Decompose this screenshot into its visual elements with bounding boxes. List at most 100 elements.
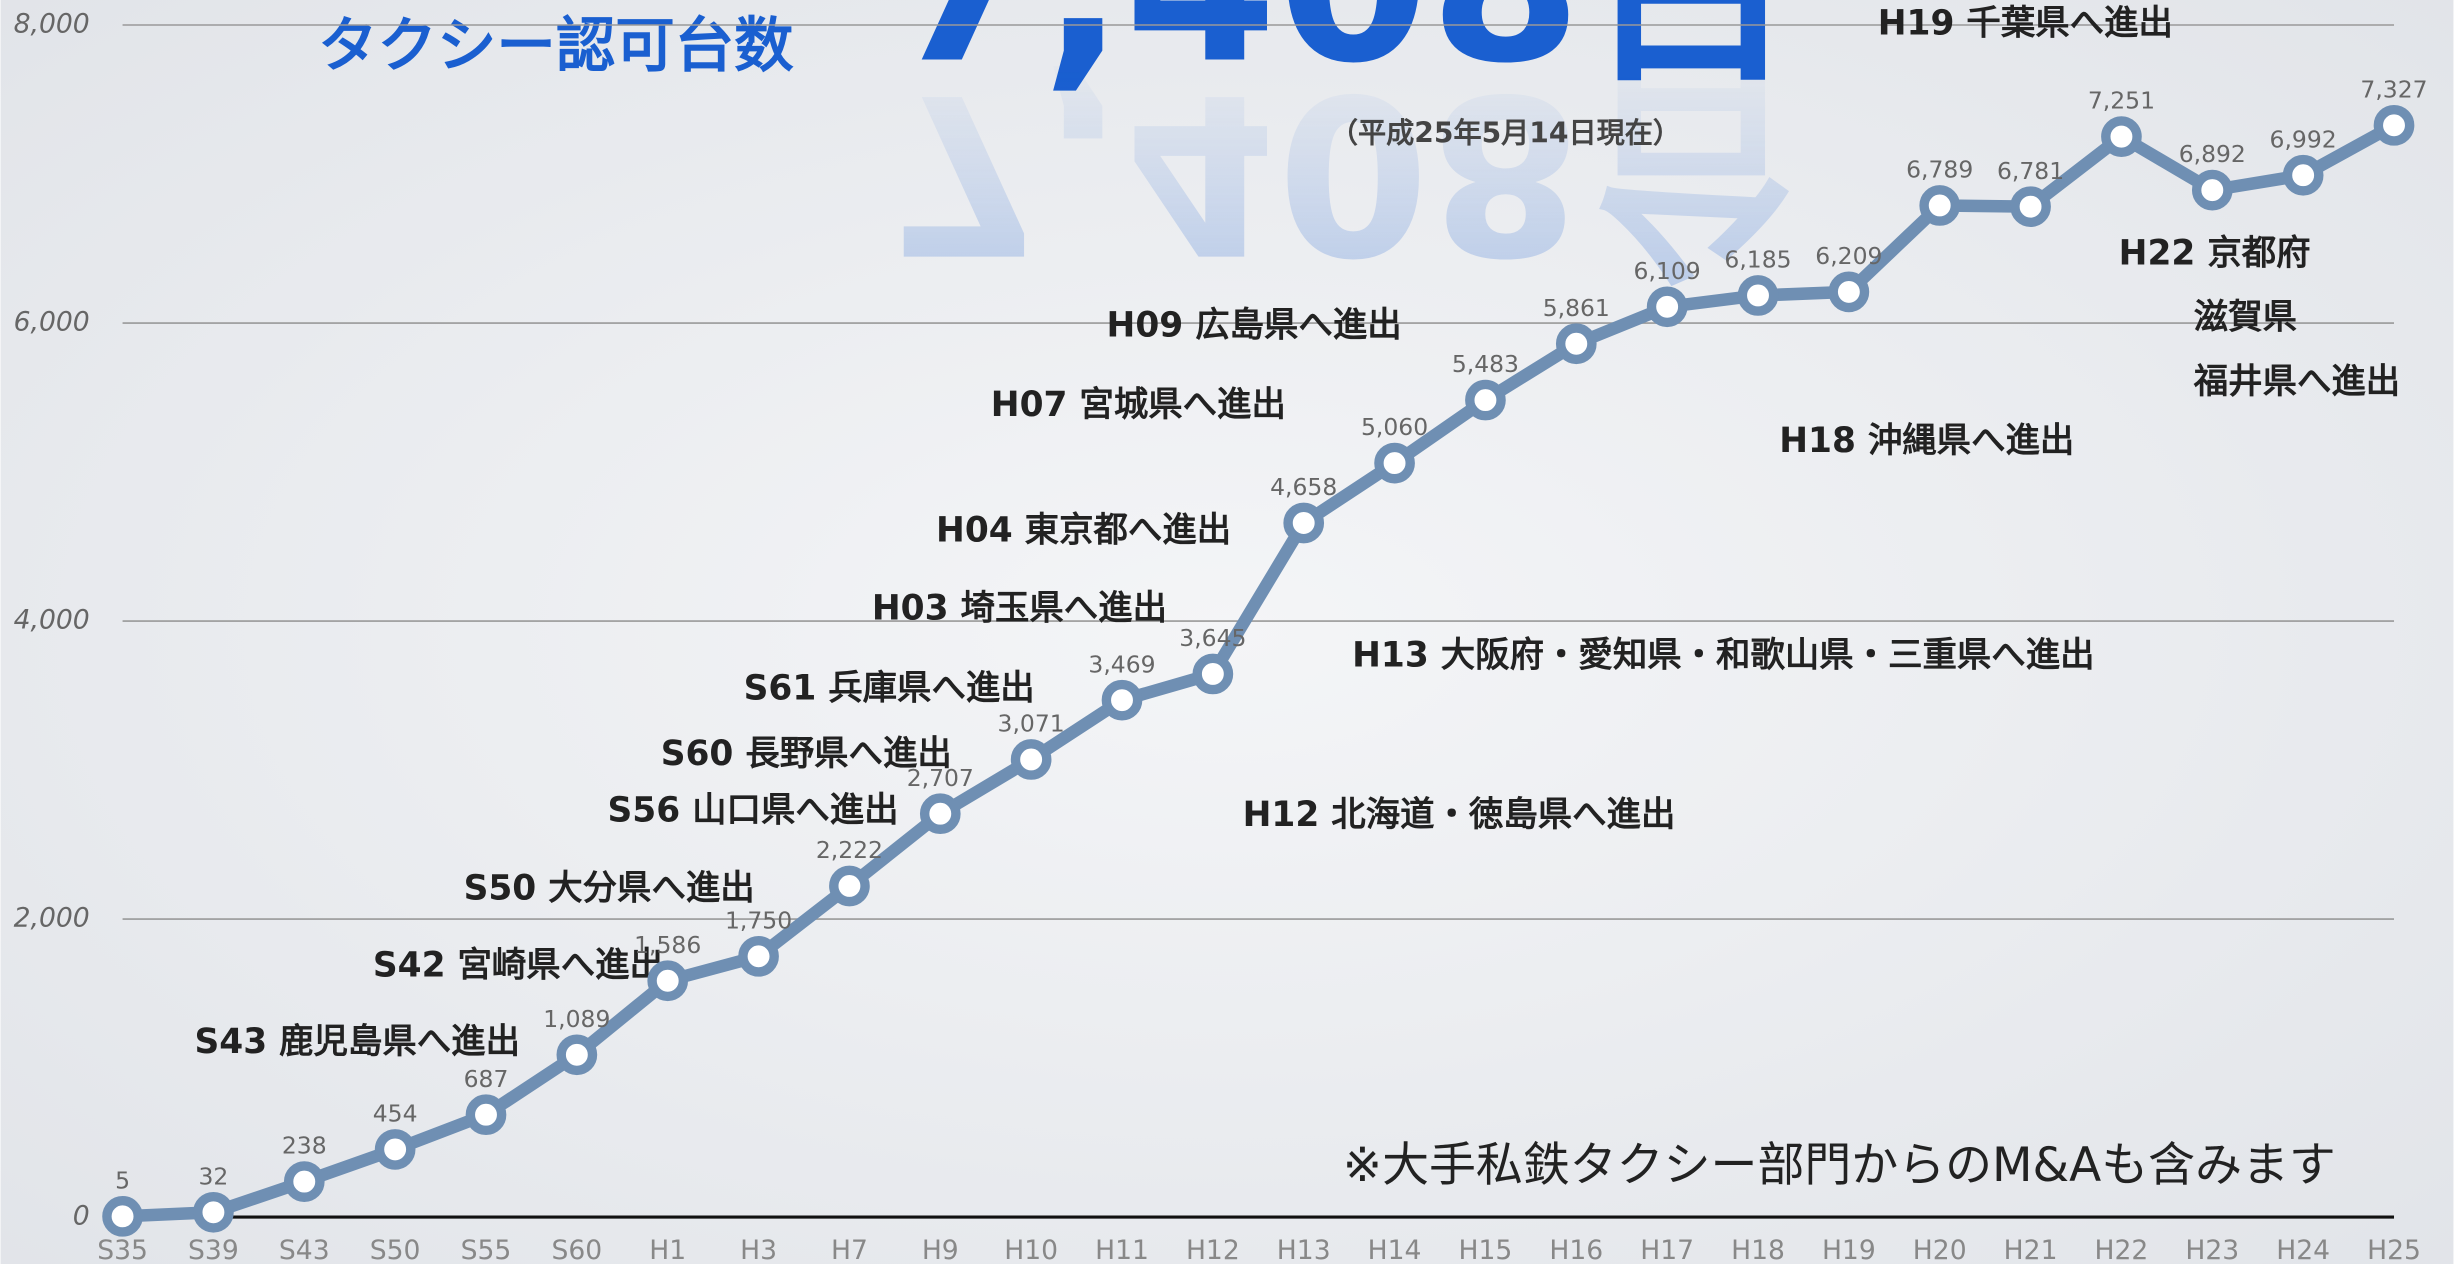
annotation: S43 鹿児島県へ進出	[195, 1022, 520, 1062]
point	[283, 1161, 325, 1202]
point	[1101, 679, 1143, 721]
headline-reflection: 7,408台	[889, 45, 1801, 300]
annotation: H12 北海道・徳島県へ進出	[1243, 795, 1676, 835]
value-label: 4,658	[1270, 473, 1337, 501]
annotation: S56 山口県へ進出	[608, 790, 899, 830]
annotation: H18 沖縄県へ進出	[1779, 421, 2074, 461]
x-tick-label: H25	[2367, 1235, 2421, 1264]
value-label: 5	[115, 1166, 130, 1194]
point	[919, 793, 961, 835]
x-tick-label: S60	[552, 1235, 603, 1264]
value-label: 687	[464, 1065, 509, 1093]
chart-title: タクシー認可台数	[318, 12, 794, 81]
annotation: S50 大分県へ進出	[464, 869, 755, 909]
x-tick-label: H15	[1459, 1235, 1513, 1264]
point	[1465, 379, 1506, 421]
x-tick-label: H13	[1277, 1235, 1331, 1264]
point	[2010, 186, 2051, 228]
point	[374, 1129, 416, 1170]
x-tick-label: H22	[2095, 1235, 2149, 1264]
point	[738, 935, 779, 977]
annotation: S61 兵庫県へ進出	[744, 668, 1035, 708]
point	[556, 1034, 598, 1076]
annotation: H03 埼玉県へ進出	[872, 589, 1167, 629]
value-label: 2,222	[816, 836, 883, 864]
value-label: 7,251	[2088, 87, 2155, 115]
x-tick-label: H3	[740, 1235, 777, 1264]
x-tick-label: H1	[649, 1235, 686, 1264]
value-label: 7,327	[2360, 75, 2427, 103]
value-label: 1,750	[725, 906, 792, 934]
annotation: H04 東京都へ進出	[936, 510, 1231, 550]
value-label: 6,109	[1634, 257, 1701, 285]
annotation: S60 長野県へ進出	[661, 734, 952, 774]
x-tick-label: S35	[97, 1235, 148, 1264]
annotation: S42 宮崎県へ進出	[373, 945, 664, 985]
x-tick-label: H19	[1822, 1235, 1876, 1264]
x-tick-label: H12	[1186, 1235, 1240, 1264]
point	[1192, 653, 1234, 695]
y-tick-label: 2,000	[14, 903, 90, 934]
annotation: H22 京都府	[2119, 233, 2311, 273]
annotation: H19 千葉県へ進出	[1878, 4, 2173, 44]
x-tick-label: H10	[1004, 1235, 1058, 1264]
value-label: 1,586	[634, 931, 701, 959]
x-tick-label: H24	[2276, 1235, 2330, 1264]
point	[1919, 185, 1961, 226]
point	[1374, 442, 1415, 484]
point	[647, 960, 689, 1002]
annotation: H13 大阪府・愛知県・和歌山県・三重県へ進出	[1352, 636, 2094, 676]
point	[1646, 286, 1688, 328]
value-label: 6,185	[1724, 246, 1791, 274]
note: ※大手私鉄タクシー部門からのM&Aも含みます	[1343, 1138, 2336, 1193]
point	[2373, 104, 2415, 146]
point	[2101, 116, 2142, 157]
value-label: 6,892	[2179, 140, 2246, 168]
value-label: 5,861	[1543, 294, 1610, 322]
point	[2282, 154, 2324, 196]
y-tick-label: 0	[73, 1201, 90, 1232]
value-label: 3,469	[1088, 650, 1155, 678]
point	[829, 865, 870, 907]
value-label: 6,209	[1815, 242, 1882, 270]
value-label: 3,645	[1179, 624, 1246, 652]
headline: 7,408台	[889, 0, 1801, 111]
x-tick-label: H14	[1368, 1235, 1422, 1264]
x-tick-label: H7	[831, 1235, 868, 1264]
value-label: 3,071	[998, 710, 1065, 738]
value-label: 6,789	[1906, 156, 1973, 184]
annotation: H09 広島県へ進出	[1107, 305, 1402, 345]
point	[1555, 323, 1597, 365]
value-label: 454	[373, 1100, 418, 1128]
x-tick-label: S50	[370, 1235, 421, 1264]
value-label: 1,089	[543, 1005, 610, 1033]
x-tick-label: H16	[1549, 1235, 1603, 1264]
value-label: 5,060	[1361, 413, 1428, 441]
x-tick-label: H21	[2004, 1235, 2058, 1264]
point	[1283, 502, 1325, 544]
subtitle: （平成25年5月14日現在）	[1330, 117, 1681, 150]
y-tick-label: 6,000	[14, 307, 90, 338]
y-tick-label: 8,000	[14, 9, 90, 40]
x-tick-label: S39	[188, 1235, 239, 1264]
x-tick-label: H11	[1095, 1235, 1149, 1264]
x-tick-label: H20	[1913, 1235, 1967, 1264]
value-label: 5,483	[1452, 350, 1519, 378]
x-tick-label: S43	[279, 1235, 330, 1264]
point	[193, 1191, 234, 1233]
point	[102, 1195, 143, 1237]
x-tick-label: H18	[1731, 1235, 1785, 1264]
annotation: 滋賀県	[2194, 298, 2297, 338]
x-tick-label: S55	[461, 1235, 512, 1264]
point	[465, 1094, 507, 1136]
value-label: 32	[199, 1162, 229, 1190]
value-label: 6,781	[1997, 157, 2064, 185]
point	[1737, 275, 1779, 316]
value-label: 2,707	[907, 764, 974, 792]
annotation: 福井県へ進出	[2193, 362, 2400, 402]
y-tick-label: 4,000	[14, 605, 90, 636]
annotation: H07 宮城県へ進出	[991, 385, 1286, 425]
point	[2191, 169, 2233, 211]
value-label: 6,992	[2270, 125, 2337, 153]
